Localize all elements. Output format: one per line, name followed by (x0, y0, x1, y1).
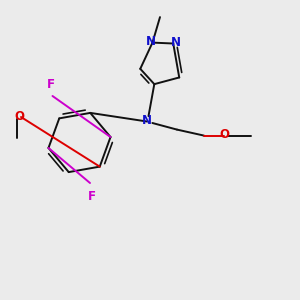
Text: N: N (146, 34, 156, 48)
Text: O: O (219, 128, 230, 141)
Text: N: N (171, 36, 181, 49)
Text: F: F (88, 190, 95, 202)
Text: F: F (47, 78, 55, 91)
Text: N: N (142, 114, 152, 127)
Text: O: O (14, 110, 25, 123)
